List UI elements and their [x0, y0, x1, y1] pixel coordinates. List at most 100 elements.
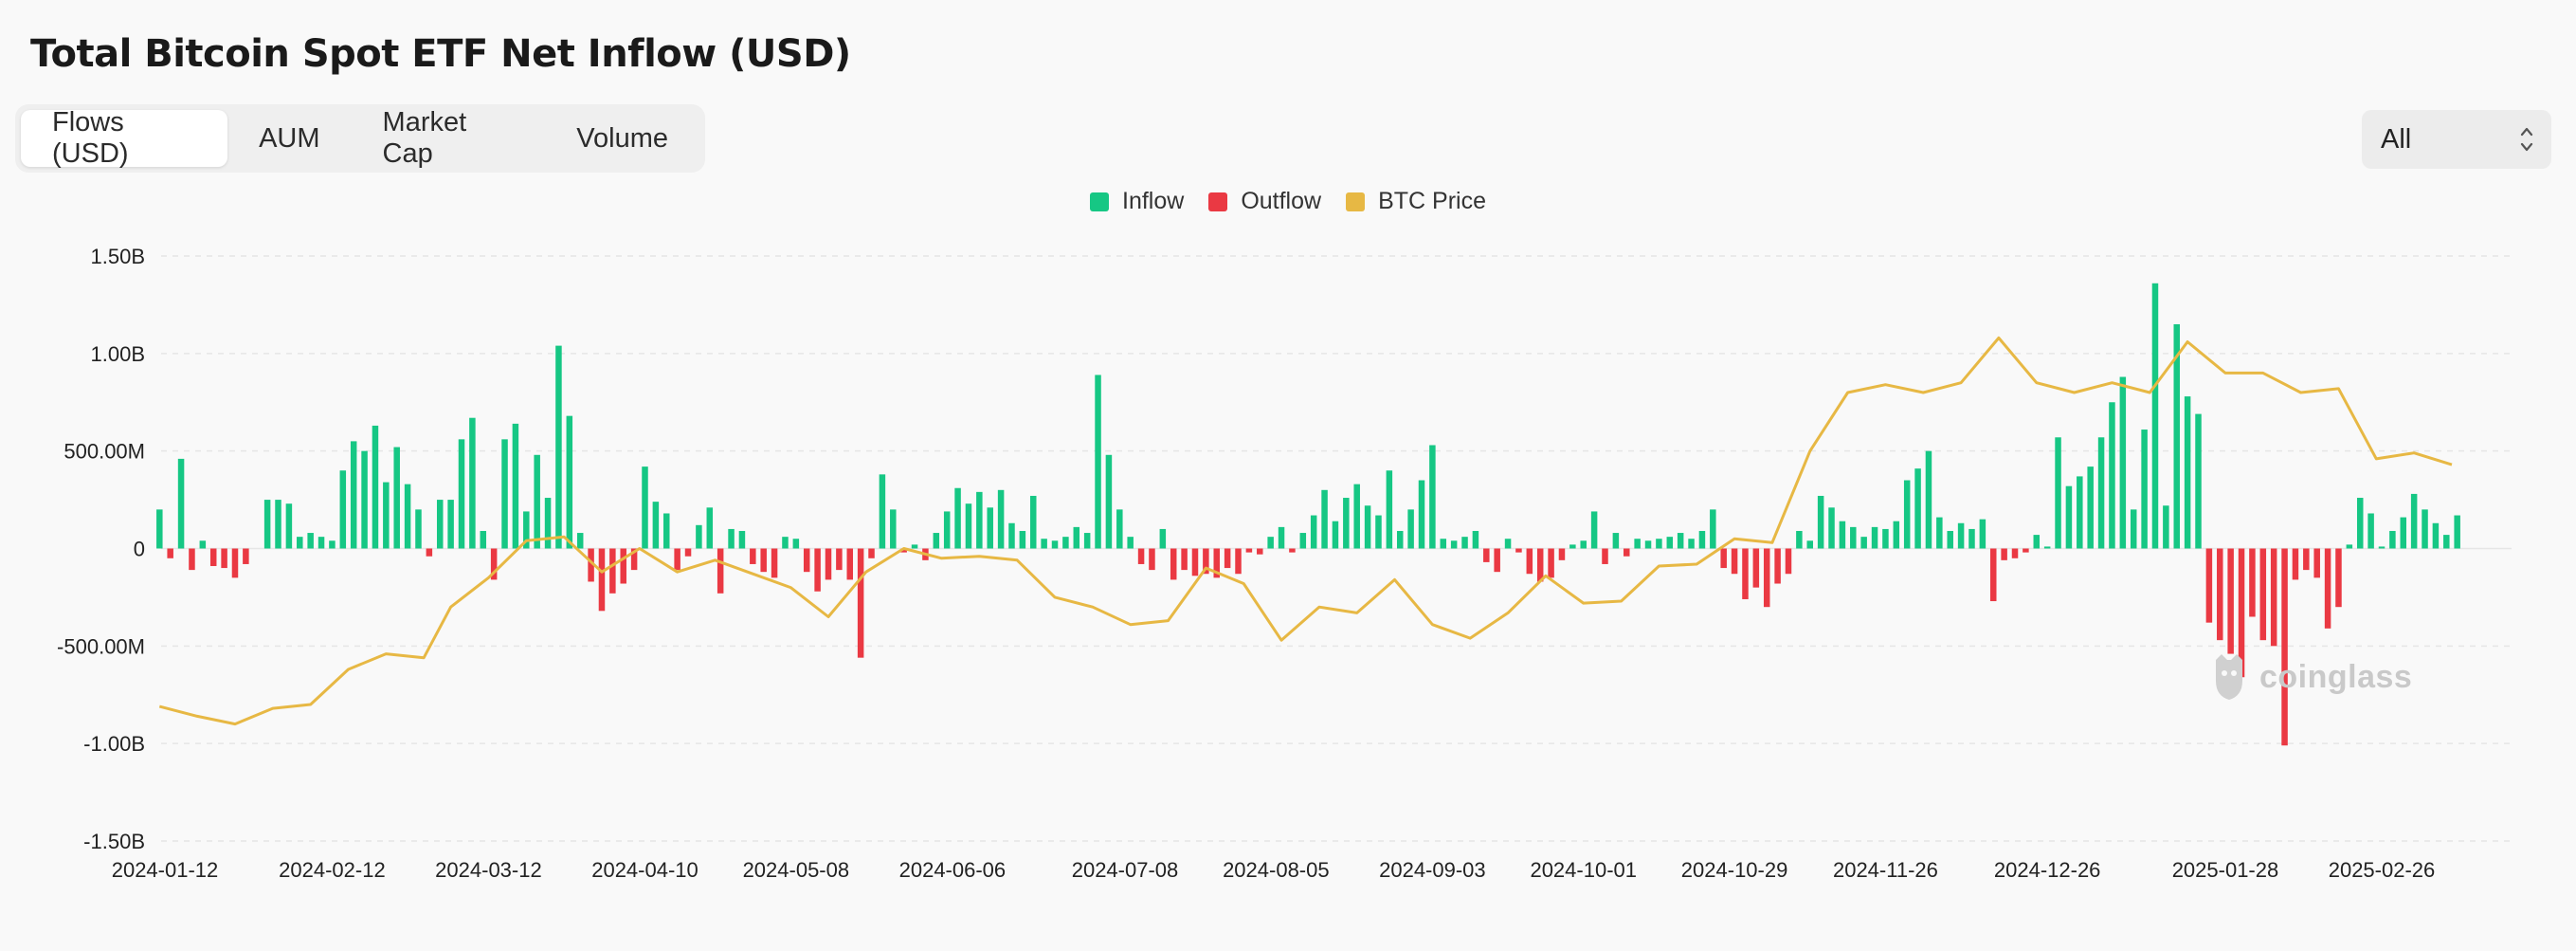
outflow-bar[interactable]: [2227, 548, 2234, 654]
inflow-bar[interactable]: [965, 503, 972, 549]
inflow-bar[interactable]: [2410, 493, 2418, 549]
outflow-bar[interactable]: [825, 548, 832, 580]
inflow-bar[interactable]: [2356, 498, 2364, 549]
inflow-bar[interactable]: [890, 509, 897, 549]
outflow-bar[interactable]: [857, 548, 864, 658]
outflow-bar[interactable]: [2217, 548, 2223, 641]
inflow-bar[interactable]: [1267, 537, 1274, 549]
inflow-bar[interactable]: [447, 500, 454, 549]
outflow-bar[interactable]: [836, 548, 843, 571]
inflow-bar[interactable]: [1127, 537, 1134, 549]
inflow-bar[interactable]: [1871, 526, 1878, 549]
outflow-bar[interactable]: [1731, 548, 1738, 575]
inflow-bar[interactable]: [2173, 323, 2180, 549]
inflow-bar[interactable]: [275, 500, 281, 549]
outflow-bar[interactable]: [1224, 548, 1231, 569]
inflow-bar[interactable]: [933, 533, 940, 549]
legend-item-outflow[interactable]: Outflow: [1208, 188, 1321, 215]
inflow-bar[interactable]: [2151, 283, 2159, 549]
inflow-bar[interactable]: [954, 487, 961, 549]
inflow-bar[interactable]: [1375, 515, 1382, 549]
outflow-bar[interactable]: [2324, 548, 2331, 629]
outflow-bar[interactable]: [1213, 548, 1220, 578]
inflow-bar[interactable]: [2367, 513, 2374, 549]
inflow-bar[interactable]: [663, 513, 670, 549]
outflow-bar[interactable]: [1774, 548, 1781, 584]
outflow-bar[interactable]: [1526, 548, 1533, 575]
inflow-bar[interactable]: [1590, 511, 1598, 549]
outflow-bar[interactable]: [598, 548, 606, 612]
inflow-bar[interactable]: [393, 447, 400, 549]
outflow-bar[interactable]: [1289, 548, 1296, 553]
inflow-bar[interactable]: [458, 439, 465, 549]
inflow-bar[interactable]: [544, 498, 552, 549]
outflow-bar[interactable]: [2023, 548, 2029, 553]
inflow-bar[interactable]: [534, 454, 540, 549]
inflow-bar[interactable]: [1095, 375, 1101, 549]
inflow-bar[interactable]: [1073, 526, 1080, 549]
inflow-bar[interactable]: [297, 537, 303, 549]
inflow-bar[interactable]: [1440, 539, 1447, 549]
outflow-bar[interactable]: [2270, 548, 2277, 647]
inflow-bar[interactable]: [2109, 402, 2115, 549]
outflow-bar[interactable]: [1989, 548, 1997, 602]
inflow-bar[interactable]: [1062, 537, 1069, 549]
outflow-bar[interactable]: [750, 548, 756, 564]
inflow-bar[interactable]: [1947, 530, 1953, 549]
inflow-bar[interactable]: [1957, 522, 1965, 549]
outflow-bar[interactable]: [1558, 548, 1566, 560]
inflow-bar[interactable]: [1321, 489, 1328, 549]
inflow-bar[interactable]: [383, 482, 390, 549]
outflow-bar[interactable]: [814, 548, 821, 592]
inflow-bar[interactable]: [1299, 533, 1307, 549]
inflow-bar[interactable]: [317, 537, 325, 549]
outflow-bar[interactable]: [630, 548, 638, 571]
outflow-bar[interactable]: [1170, 548, 1177, 580]
tab-market-cap[interactable]: Market Cap: [382, 107, 467, 169]
inflow-bar[interactable]: [329, 540, 336, 549]
inflow-bar[interactable]: [1634, 539, 1641, 549]
inflow-bar[interactable]: [879, 474, 886, 549]
inflow-bar[interactable]: [2119, 376, 2127, 549]
inflow-bar[interactable]: [2400, 517, 2407, 549]
outflow-bar[interactable]: [231, 548, 239, 578]
inflow-bar[interactable]: [361, 450, 368, 549]
inflow-bar[interactable]: [1612, 533, 1620, 549]
inflow-bar[interactable]: [2065, 485, 2073, 549]
inflow-bar[interactable]: [1461, 537, 1468, 549]
inflow-bar[interactable]: [1504, 539, 1512, 549]
outflow-bar[interactable]: [1624, 548, 1630, 557]
outflow-bar[interactable]: [1548, 548, 1554, 578]
inflow-bar[interactable]: [1429, 445, 1436, 549]
inflow-bar[interactable]: [1710, 509, 1716, 549]
outflow-bar[interactable]: [1181, 548, 1188, 571]
inflow-bar[interactable]: [1817, 495, 1824, 549]
legend-item-btc-price[interactable]: BTC Price: [1346, 188, 1486, 215]
outflow-bar[interactable]: [243, 548, 249, 564]
outflow-bar[interactable]: [2205, 548, 2213, 623]
outflow-bar[interactable]: [1235, 548, 1242, 575]
inflow-bar[interactable]: [976, 491, 983, 549]
inflow-bar[interactable]: [469, 417, 476, 549]
inflow-bar[interactable]: [2389, 530, 2396, 549]
inflow-bar[interactable]: [404, 484, 411, 549]
inflow-bar[interactable]: [642, 466, 648, 549]
inflow-bar[interactable]: [1030, 495, 1037, 549]
inflow-bar[interactable]: [285, 503, 293, 549]
inflow-bar[interactable]: [1925, 450, 1932, 549]
inflow-bar[interactable]: [997, 489, 1005, 549]
inflow-bar[interactable]: [1450, 540, 1458, 549]
outflow-bar[interactable]: [868, 548, 875, 558]
inflow-bar[interactable]: [1688, 539, 1695, 549]
inflow-bar[interactable]: [2378, 546, 2386, 549]
outflow-bar[interactable]: [2259, 548, 2267, 641]
inflow-bar[interactable]: [1936, 517, 1943, 549]
inflow-bar[interactable]: [1569, 544, 1576, 549]
outflow-bar[interactable]: [846, 548, 854, 580]
outflow-bar[interactable]: [609, 548, 616, 594]
inflow-bar[interactable]: [263, 500, 271, 549]
inflow-bar[interactable]: [1666, 537, 1674, 549]
inflow-bar[interactable]: [1159, 528, 1167, 549]
inflow-bar[interactable]: [2130, 509, 2137, 549]
outflow-bar[interactable]: [1515, 548, 1522, 553]
